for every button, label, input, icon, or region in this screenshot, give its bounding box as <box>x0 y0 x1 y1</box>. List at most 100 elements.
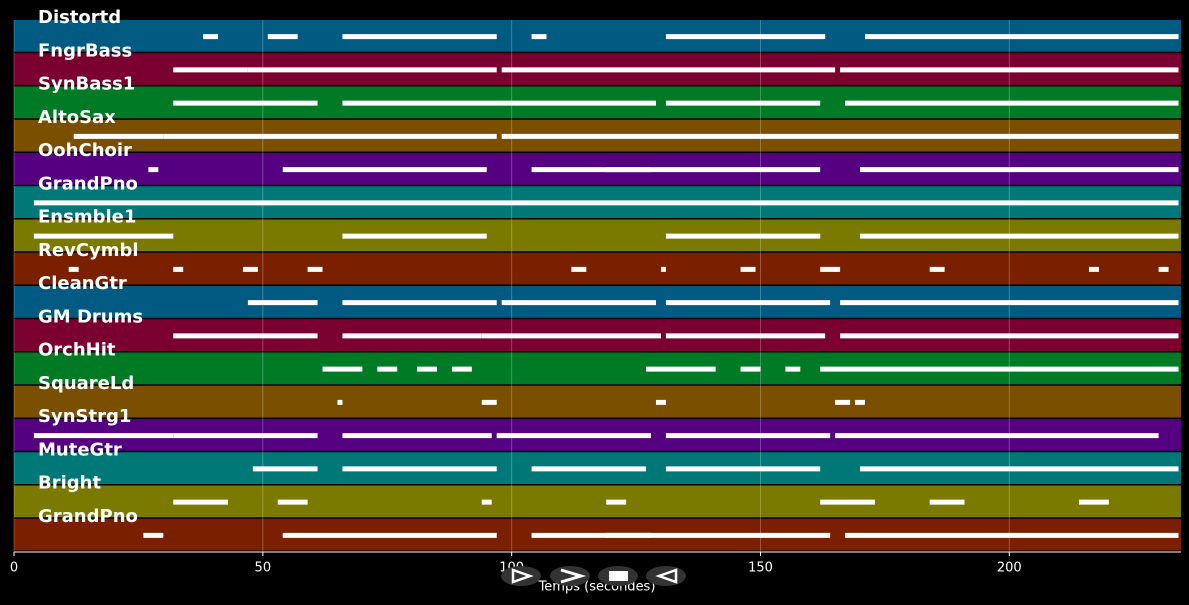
note-run <box>929 266 945 272</box>
note-run <box>646 366 716 372</box>
note-run <box>501 67 836 73</box>
note-run <box>531 466 647 472</box>
note-run <box>665 433 831 439</box>
track-label: Ensmble1 <box>38 207 136 228</box>
note-run <box>740 366 761 372</box>
note-run <box>342 300 497 306</box>
note-run <box>860 233 1179 239</box>
x-tick-label: 150 <box>748 561 773 576</box>
x-tick-label: 200 <box>997 561 1022 576</box>
track-background <box>14 385 1181 418</box>
track-label: FngrBass <box>38 40 132 61</box>
note-run <box>501 300 656 306</box>
note-run <box>571 266 587 272</box>
note-run <box>247 67 497 73</box>
note-run <box>203 34 219 40</box>
note-run <box>501 133 1179 139</box>
note-run <box>173 333 318 339</box>
note-run <box>33 433 174 439</box>
note-run <box>1088 266 1099 272</box>
note-run <box>148 167 159 173</box>
note-run <box>665 333 826 339</box>
note-run <box>665 100 821 106</box>
note-run <box>342 233 487 239</box>
stop-button[interactable] <box>598 566 638 586</box>
note-run <box>820 499 875 505</box>
track-label: Distortd <box>38 7 121 28</box>
note-run <box>531 532 651 538</box>
track-label: GrandPno <box>38 506 138 527</box>
note-run <box>665 34 826 40</box>
note-run <box>606 499 627 505</box>
track-label: Bright <box>38 473 101 494</box>
note-run <box>864 34 1179 40</box>
note-run <box>655 399 666 405</box>
track-label: RevCymbl <box>38 240 139 261</box>
note-run <box>342 333 482 339</box>
note-run <box>377 366 398 372</box>
note-run <box>173 266 184 272</box>
note-run <box>68 266 79 272</box>
note-run <box>173 499 228 505</box>
rewind-button[interactable] <box>646 566 686 586</box>
note-run <box>342 34 497 40</box>
note-run <box>855 399 865 405</box>
playback-controls <box>501 566 686 586</box>
note-run <box>820 266 841 272</box>
track-label: OohChoir <box>38 140 132 161</box>
note-run <box>163 133 497 139</box>
track-label: MuteGtr <box>38 439 122 460</box>
note-run <box>417 366 438 372</box>
note-run <box>840 300 1179 306</box>
note-run <box>785 366 801 372</box>
note-run <box>665 466 821 472</box>
note-run <box>33 200 1179 206</box>
note-run <box>835 399 851 405</box>
x-tick-label: 50 <box>255 561 272 576</box>
note-run <box>282 167 487 173</box>
note-run <box>496 433 651 439</box>
note-run <box>242 266 258 272</box>
x-tick-label: 0 <box>10 561 18 576</box>
note-run <box>173 433 318 439</box>
note-run <box>337 399 343 405</box>
note-run <box>606 532 831 538</box>
note-run <box>660 266 666 272</box>
fast-forward-button[interactable] <box>550 566 590 586</box>
note-run <box>820 366 1179 372</box>
track-label: CleanGtr <box>38 273 127 294</box>
note-run <box>342 433 492 439</box>
note-run <box>267 34 298 40</box>
note-run <box>322 366 363 372</box>
note-run <box>531 167 651 173</box>
track-label: GM Drums <box>38 306 143 327</box>
track-label: SynStrg1 <box>38 406 131 427</box>
note-run <box>342 466 497 472</box>
note-run <box>929 499 965 505</box>
note-run <box>451 366 472 372</box>
note-run <box>307 266 323 272</box>
track-label: OrchHit <box>38 340 116 361</box>
note-run <box>740 266 756 272</box>
note-run <box>173 100 318 106</box>
note-run <box>247 300 318 306</box>
note-run <box>835 433 1159 439</box>
note-run <box>840 67 1179 73</box>
note-run <box>481 499 492 505</box>
note-run <box>73 133 164 139</box>
note-run <box>606 167 821 173</box>
note-run <box>481 333 661 339</box>
note-run <box>840 333 1179 339</box>
track-label: SquareLd <box>38 373 134 394</box>
play-button[interactable] <box>501 566 541 586</box>
note-run <box>860 466 1179 472</box>
note-run <box>143 532 164 538</box>
note-run <box>277 499 308 505</box>
note-run <box>342 100 656 106</box>
note-run <box>1158 266 1169 272</box>
note-run <box>33 233 174 239</box>
note-run <box>252 466 318 472</box>
note-run <box>481 399 497 405</box>
